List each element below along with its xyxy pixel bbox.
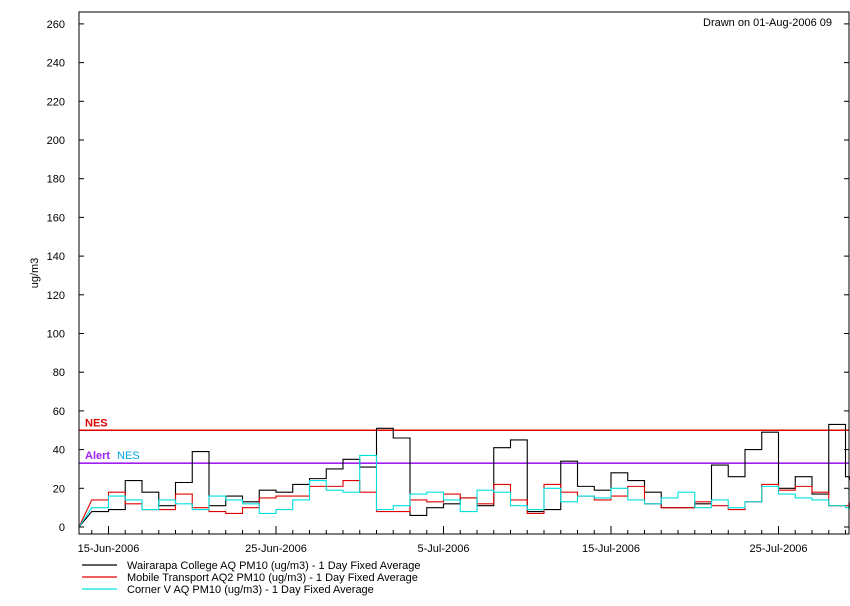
x-tick-label: 15-Jul-2006	[582, 543, 640, 555]
y-tick-label: 0	[59, 522, 65, 534]
y-tick-label: 220	[47, 96, 65, 108]
y-tick-label: 100	[47, 329, 65, 341]
series-line	[78, 476, 850, 528]
x-tick-label: 5-Jul-2006	[418, 543, 470, 555]
y-tick-label: 160	[47, 212, 65, 224]
x-tick-label: 25-Jun-2006	[245, 543, 307, 555]
x-tick-label: 15-Jun-2006	[78, 543, 140, 555]
y-tick-label: 140	[47, 251, 65, 263]
y-tick-label: 80	[53, 367, 65, 379]
x-tick-label: 25-Jul-2006	[749, 543, 807, 555]
legend-entry: Mobile Transport AQ2 PM10 (ug/m3) - 1 Da…	[127, 572, 418, 584]
series-lines	[78, 423, 850, 528]
y-tick-label: 240	[47, 58, 65, 70]
y-tick-label: 40	[53, 445, 65, 457]
series-line	[78, 454, 850, 528]
legend: Wairarapa College AQ PM10 (ug/m3) - 1 Da…	[82, 560, 420, 596]
y-axis: 0 20 40 60 80 100 120 140 160 180 200 220 240 260	[47, 19, 849, 534]
legend-entry: Wairarapa College AQ PM10 (ug/m3) - 1 Da…	[127, 560, 420, 572]
y-tick-label: 260	[47, 19, 65, 31]
y-tick-label: 60	[53, 406, 65, 418]
x-axis: 15-Jun-2006 25-Jun-2006 5-Jul-2006 15-Jul-2…	[78, 526, 846, 555]
reference-lines: NES Alert NES	[79, 417, 849, 464]
y-tick-label: 180	[47, 174, 65, 186]
reference-line-label: NES	[85, 417, 108, 429]
y-tick-label: 200	[47, 135, 65, 147]
y-axis-title: ug/m3	[29, 258, 41, 289]
plot-frame	[78, 11, 850, 535]
legend-entry: Corner V AQ PM10 (ug/m3) - 1 Day Fixed A…	[127, 584, 374, 596]
y-tick-label: 20	[53, 483, 65, 495]
y-tick-label: 120	[47, 290, 65, 302]
drawn-note: Drawn on 01-Aug-2006 09	[703, 17, 832, 29]
reference-line-label: Alert	[85, 450, 110, 462]
reference-line-label-secondary: NES	[117, 450, 140, 462]
